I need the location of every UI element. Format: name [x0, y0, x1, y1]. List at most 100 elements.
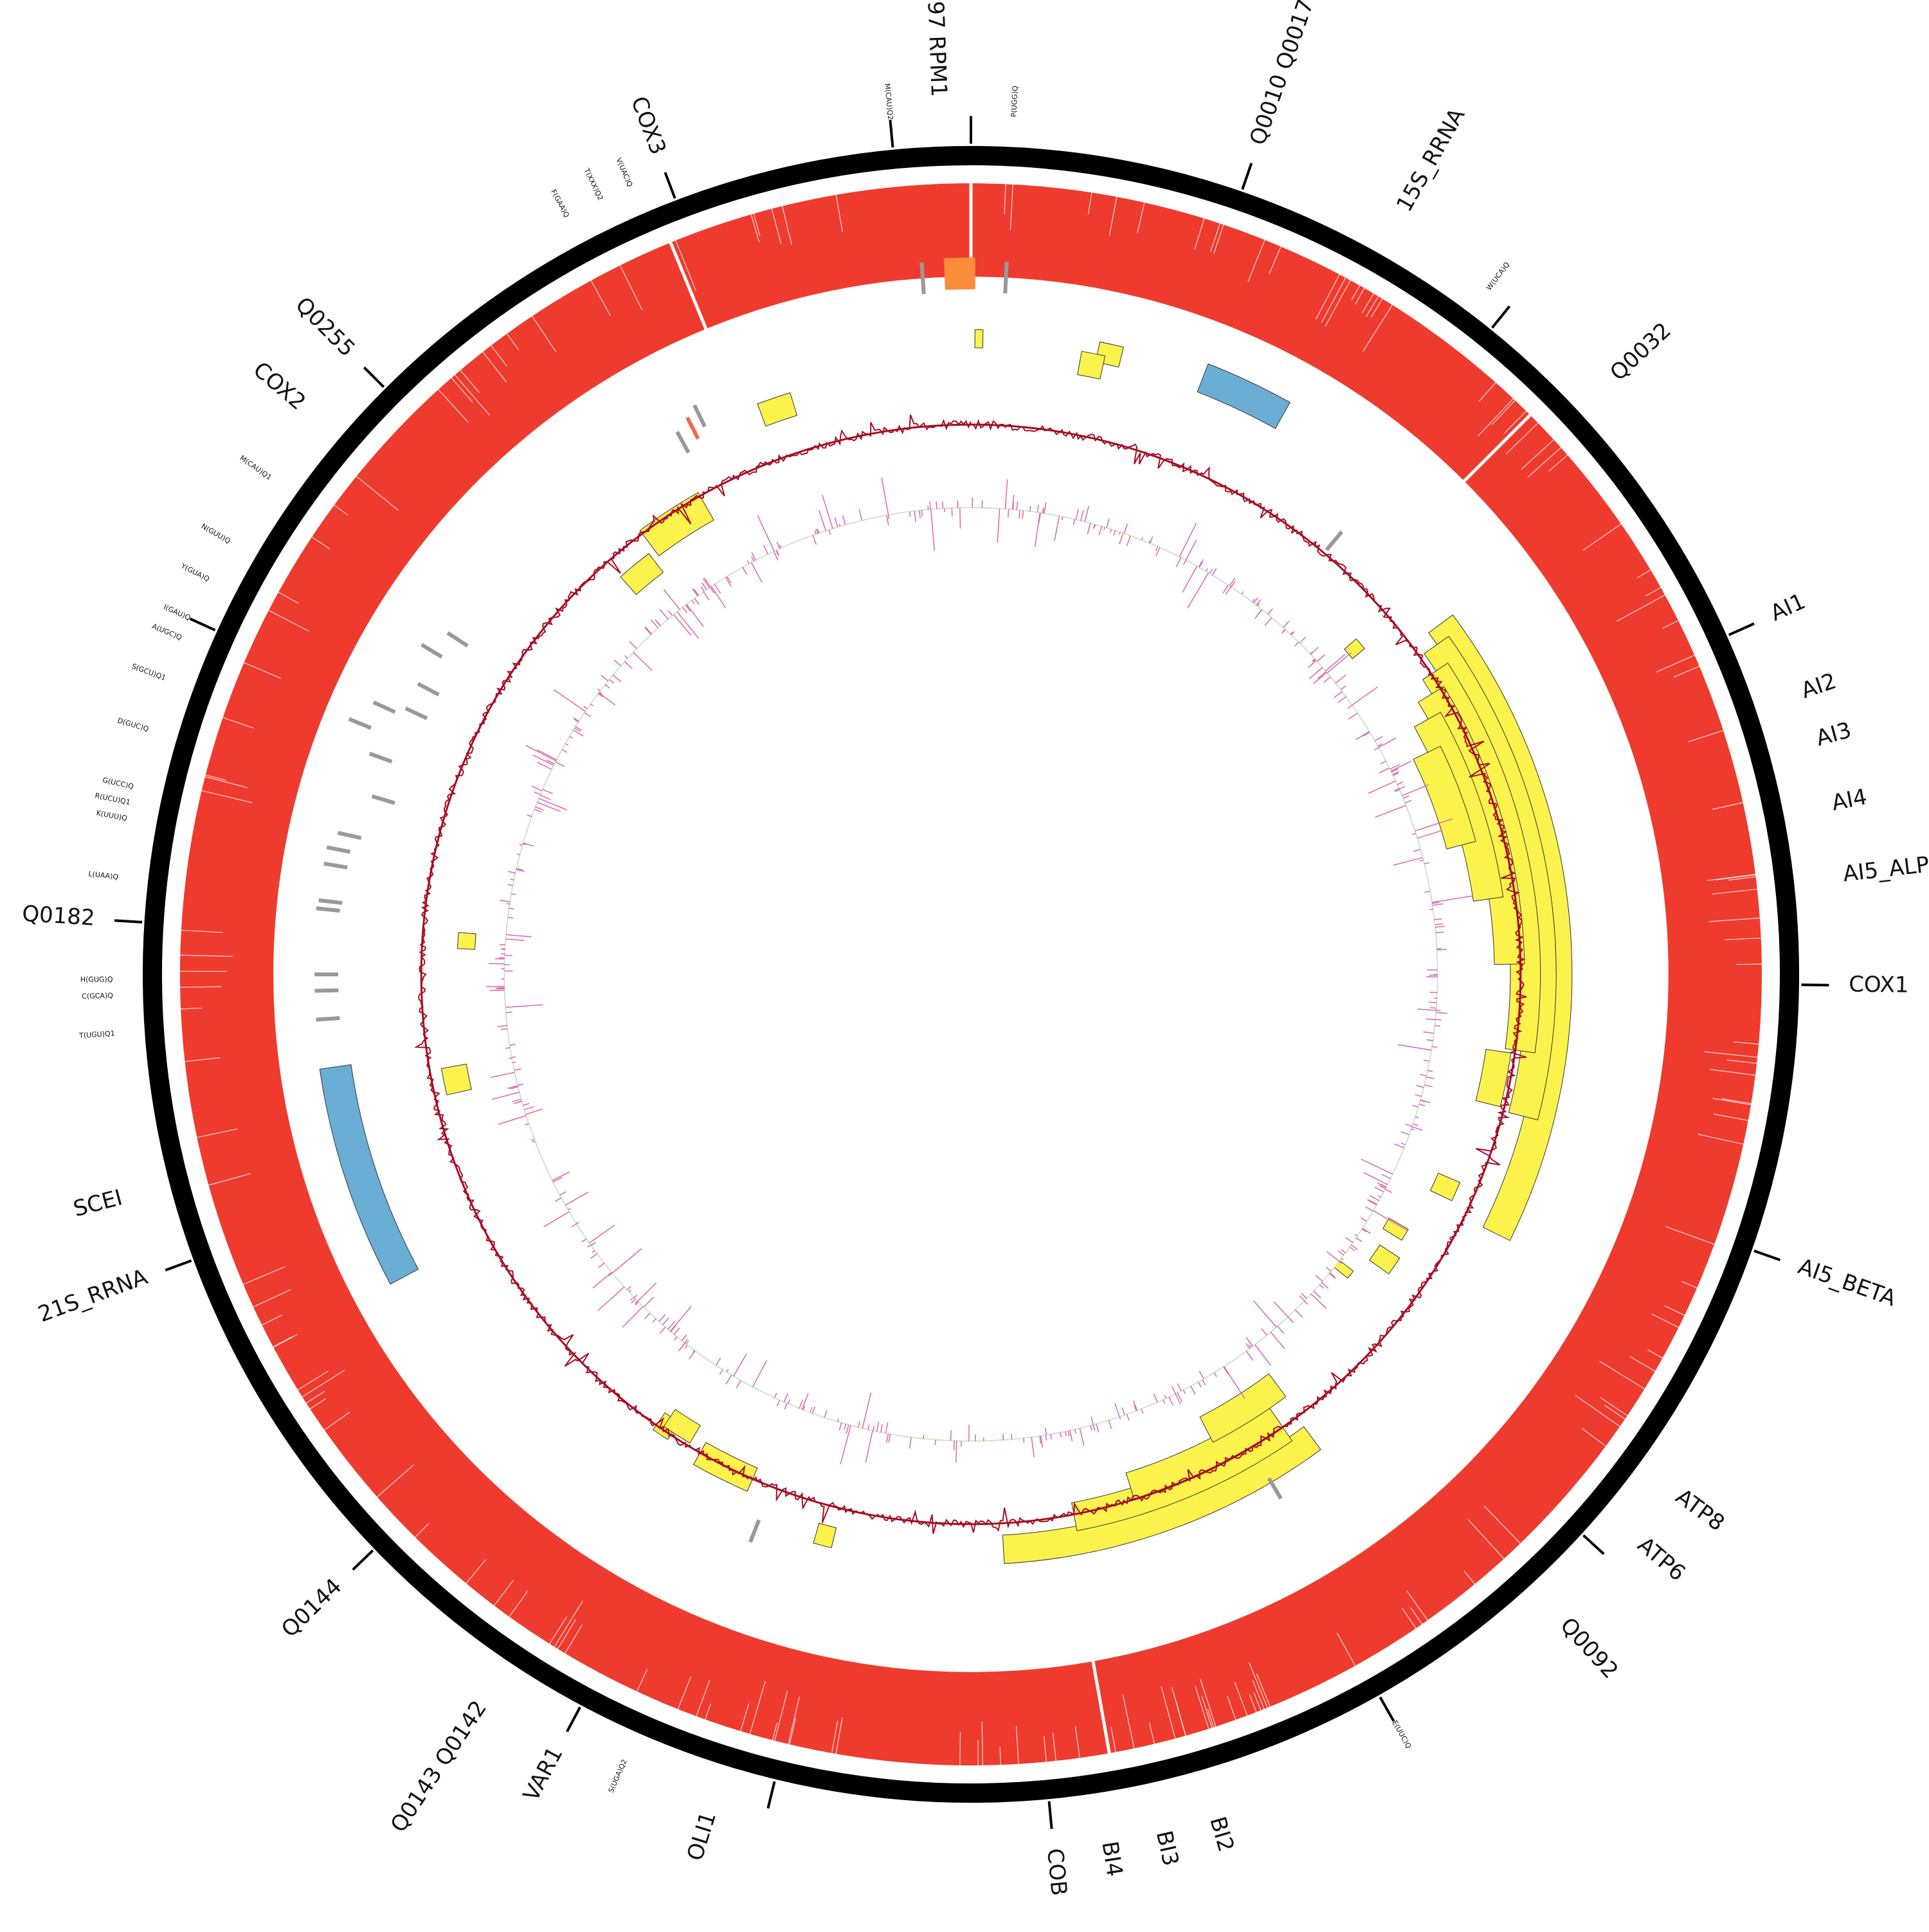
gene-label: SCEI [71, 1185, 125, 1222]
gc-content-spike [1110, 529, 1112, 533]
gc-content-spike [1093, 1425, 1094, 1430]
gc-content-spike [843, 515, 846, 525]
gc-content-spike [1186, 540, 1196, 560]
gc-content-spike [1424, 891, 1430, 893]
gc-content-spike [644, 1313, 649, 1319]
gene-label: VAR1 [518, 1742, 568, 1805]
gc-content-spike [1212, 569, 1216, 575]
gc-content-spike [613, 675, 621, 682]
gc-content-spike [865, 1430, 873, 1463]
gc-content-spike [1295, 1310, 1302, 1317]
gc-content-spike [1427, 1040, 1433, 1041]
gc-content-spike [508, 871, 515, 873]
gc-content-spike [1242, 592, 1244, 594]
gene-label: Q0143 Q0142 [386, 1696, 492, 1837]
gc-content-spike [844, 1424, 846, 1429]
gc-content-spike [1255, 1345, 1271, 1365]
gc-content-spike [537, 802, 560, 811]
gc-content-spike [1364, 1172, 1388, 1185]
gc-content-spike [1163, 1399, 1164, 1403]
gc-content-spike [692, 601, 694, 604]
gene-label: Q0182 [21, 901, 96, 931]
gc-content-spike [1367, 1199, 1376, 1205]
gc-content-spike [624, 662, 632, 669]
coverage-dip [1736, 964, 1762, 965]
gc-content-spike [532, 786, 542, 790]
trna-mark [316, 908, 340, 911]
gc-content-spike [1224, 1367, 1245, 1399]
gc-content-spike [1435, 924, 1443, 925]
orange-block [944, 258, 975, 290]
gc-content-spike [1341, 1258, 1343, 1260]
gene-label: AI2 [1798, 668, 1840, 704]
gc-content-spike [1288, 1317, 1293, 1322]
gc-content-spike [1253, 1300, 1276, 1327]
gc-content-spike [638, 1283, 657, 1301]
gc-content-spike [1202, 1380, 1206, 1385]
gc-skew-line [416, 415, 1526, 1534]
gc-content-spike [1259, 610, 1262, 614]
gc-content-spike [591, 1253, 597, 1258]
gc-content-spike [764, 545, 768, 554]
gc-content-spike [1415, 1095, 1421, 1097]
gene-label: Q0010 Q0017 [1245, 0, 1319, 149]
gc-content-spike [1411, 1129, 1415, 1130]
gc-content-spike [590, 704, 593, 706]
trna-label: C(GCA)Q [82, 992, 113, 1001]
gc-content-spike [1005, 479, 1007, 509]
gc-content-spike [509, 908, 514, 909]
gc-content-spike [1394, 1144, 1404, 1148]
gc-content-spike [1327, 1252, 1339, 1261]
gene-label: AI5_BETA [1795, 1253, 1899, 1311]
gc-content-spike [508, 884, 513, 885]
gc-content-spike [716, 1358, 720, 1365]
gc-content-spike [1429, 1002, 1436, 1003]
gc-content-spike [1003, 1434, 1004, 1440]
gc-content-spike [720, 1370, 723, 1375]
gc-content-spike [694, 598, 699, 605]
gene-label: Q0297 RPM1 [921, 0, 952, 97]
gc-content-spike [858, 1421, 860, 1427]
position-tick [1492, 306, 1510, 328]
gc-content-spike [1399, 787, 1405, 789]
gc-content-spike [1385, 1189, 1391, 1192]
gc-content-spike [683, 607, 687, 613]
gc-content-spike [612, 1248, 642, 1273]
gene-label: COX1 [1849, 972, 1909, 998]
gc-content-spike [584, 706, 588, 709]
trna-label: M(CAU)Q2 [883, 83, 894, 120]
gc-content-spike [540, 795, 551, 799]
gc-content-spike [1374, 747, 1379, 750]
gc-content-spike [659, 1315, 666, 1322]
gc-content-spike [1356, 1238, 1362, 1242]
gc-content-spike [1352, 687, 1378, 705]
gc-content-spike [1424, 1085, 1433, 1087]
gc-content-spike [1368, 781, 1396, 793]
gc-content-spike [1433, 904, 1444, 906]
gc-content-spike [813, 535, 816, 545]
gc-content-spike [799, 1400, 802, 1408]
gc-content-spike [498, 1116, 526, 1125]
intron-block [813, 1523, 836, 1547]
gc-content-spike [514, 1101, 521, 1103]
gc-content-spike [1318, 655, 1325, 662]
gc-content-spike [1122, 1408, 1125, 1416]
gc-content-spike [752, 552, 756, 560]
gc-content-spike [1316, 1275, 1323, 1282]
gc-content-spike [577, 1222, 579, 1224]
gc-content-spike [584, 713, 591, 717]
gc-content-spike [518, 1084, 523, 1085]
gc-content-spike [1426, 1077, 1435, 1079]
gc-content-spike [601, 675, 608, 680]
gc-content-spike [954, 1441, 955, 1450]
gc-content-spike [810, 1407, 812, 1412]
gc-content-spike [687, 605, 703, 626]
gc-content-spike [873, 1426, 874, 1431]
gc-content-spike [1398, 1044, 1431, 1050]
gc-content-spike [1065, 1432, 1066, 1436]
gc-content-spike [960, 508, 961, 529]
gc-content-spike [1022, 511, 1023, 519]
gc-content-spike [736, 1380, 741, 1388]
